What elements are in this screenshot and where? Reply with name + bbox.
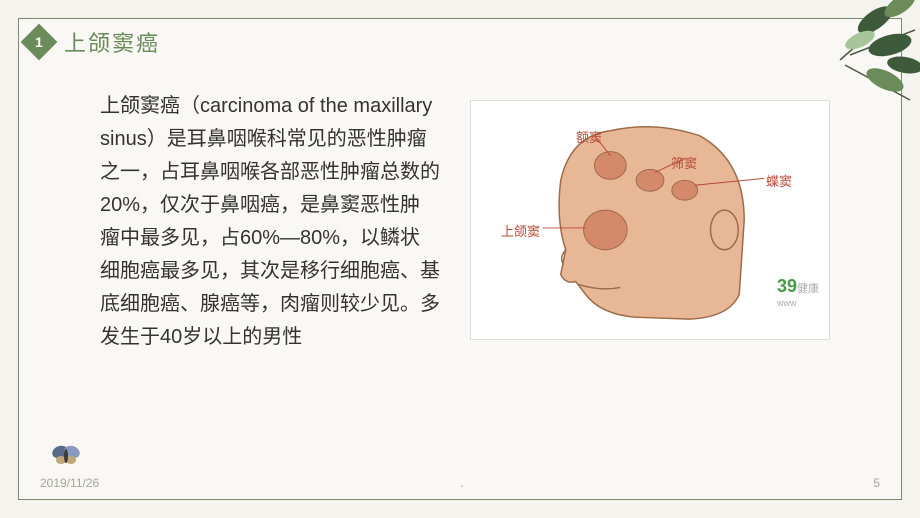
diagram-watermark: 39健康 www [777,276,819,309]
diagram-label: 上颌窦 [501,221,540,240]
diagram-label: 额窦 [576,127,602,146]
section-number: 1 [35,34,43,50]
section-marker: 1 [21,24,58,61]
diagram-label: 蝶窦 [766,171,792,190]
slide-header: 1 上颌窦癌 [26,26,160,58]
footer-date: 2019/11/26 [40,476,99,490]
slide-title: 上颌窦癌 [64,26,160,58]
body-paragraph: 上颌窦癌（carcinoma of the maxillary sinus）是耳… [100,90,440,354]
content-area: 上颌窦癌（carcinoma of the maxillary sinus）是耳… [100,90,860,354]
butterfly-decoration [50,442,82,468]
anatomy-diagram: 额窦 筛窦 蝶窦 上颌窦 39健康 www [470,100,830,340]
diagram-label: 筛窦 [671,153,697,172]
footer-center: . [460,476,463,490]
footer-page-number: 5 [873,476,880,490]
